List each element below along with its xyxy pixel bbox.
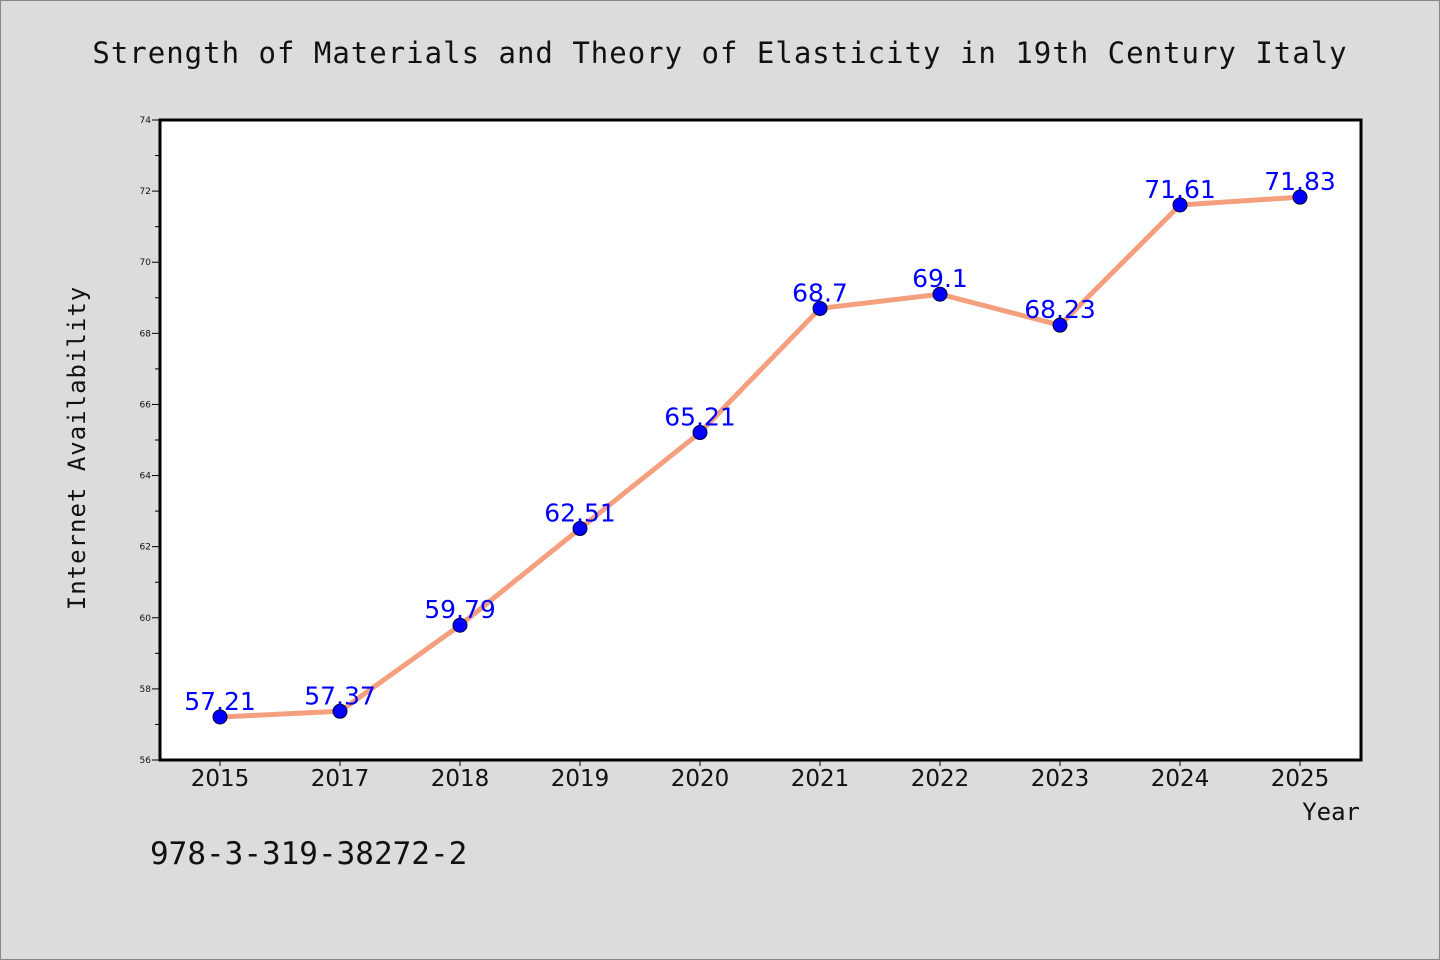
data-label: 57.21	[184, 687, 256, 716]
y-axis-label: Internet Availability	[63, 286, 91, 610]
y-tick-label: 70	[140, 258, 152, 268]
x-axis-label: Year	[1302, 798, 1360, 826]
data-label: 68.7	[792, 278, 848, 307]
data-label: 68.23	[1024, 295, 1096, 324]
x-tick-label: 2025	[1271, 766, 1330, 792]
data-point	[212, 709, 228, 725]
data-point	[812, 300, 828, 316]
y-tick-label: 56	[140, 756, 152, 766]
data-label: 59.79	[424, 595, 496, 624]
data-point	[1052, 317, 1068, 333]
x-axis: 2015 2017 2018 2019 2020 2021 2022 2023 2024 2025	[191, 760, 1330, 792]
data-point	[1292, 189, 1308, 205]
data-label: 71.61	[1144, 175, 1216, 204]
data-label-group: 57.21 57.37 59.79 62.51 65.21 68.7 69.1 68.23 71…	[184, 167, 1336, 716]
series-line	[217, 194, 1303, 720]
data-point	[692, 425, 708, 441]
marker-group	[212, 189, 1308, 725]
data-point	[1172, 197, 1188, 213]
x-tick-label: 2023	[1031, 766, 1090, 792]
x-tick-label: 2020	[671, 766, 730, 792]
x-tick-label: 2024	[1151, 766, 1210, 792]
data-label: 57.37	[304, 681, 376, 710]
y-tick-label: 68	[140, 329, 152, 339]
data-label: 65.21	[664, 403, 736, 432]
footnote-isbn: 978-3-319-38272-2	[150, 836, 467, 872]
y-tick-label: 62	[140, 543, 151, 553]
data-label: 69.1	[912, 264, 968, 293]
data-point	[572, 521, 588, 537]
x-tick-label: 2017	[311, 766, 370, 792]
x-tick-label: 2018	[431, 766, 490, 792]
y-tick-label: 72	[140, 187, 151, 197]
y-tick-label: 60	[140, 614, 152, 624]
x-tick-label: 2019	[551, 766, 610, 792]
data-point	[452, 617, 468, 633]
series-line-group	[217, 194, 1303, 720]
y-tick-label: 66	[140, 400, 152, 410]
chart-title: Strength of Materials and Theory of Elas…	[92, 36, 1347, 70]
y-tick-label: 74	[140, 116, 152, 126]
x-tick-label: 2021	[791, 766, 850, 792]
data-point	[932, 286, 948, 302]
y-tick-label: 58	[140, 685, 152, 695]
x-tick-label: 2022	[911, 766, 970, 792]
plot-area	[158, 118, 1363, 762]
data-label: 71.83	[1264, 167, 1336, 196]
data-point	[332, 703, 348, 719]
y-tick-label: 64	[140, 472, 152, 482]
y-axis: 56 58 60 62 64 66 68 70 72 74	[140, 116, 160, 766]
data-label: 62.51	[544, 499, 616, 528]
x-tick-label: 2015	[191, 766, 250, 792]
